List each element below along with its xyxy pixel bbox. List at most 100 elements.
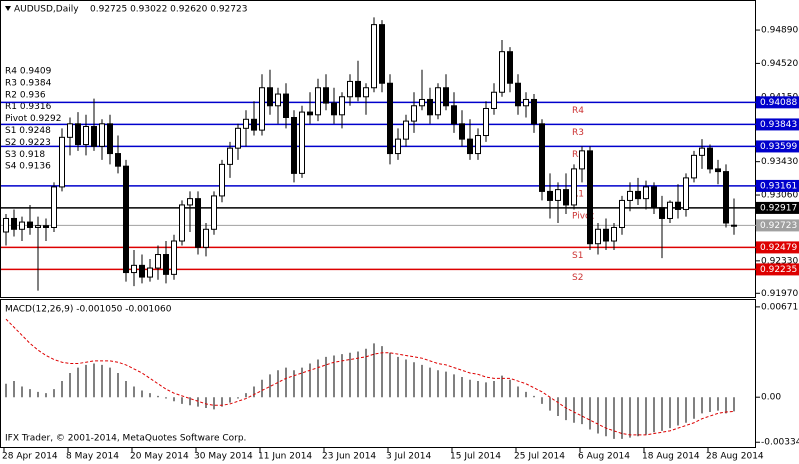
pivot-text: R4 0.9409 bbox=[5, 67, 52, 77]
bull-body bbox=[211, 195, 217, 230]
x-tick-label: 3 Jul 2014 bbox=[386, 452, 431, 462]
bear-body bbox=[427, 98, 433, 116]
bull-body bbox=[259, 87, 265, 131]
y-tick-label: 0.92330 bbox=[761, 256, 798, 266]
bull-body bbox=[611, 226, 617, 242]
macd-title: MACD(12,26,9) -0.001050 -0.001060 bbox=[5, 305, 172, 315]
bear-body bbox=[323, 87, 329, 104]
level-value: 0.94088 bbox=[760, 98, 797, 108]
pivot-text: R1 0.9316 bbox=[5, 102, 52, 112]
level-tag bbox=[756, 118, 799, 131]
bull-body bbox=[155, 254, 161, 269]
bear-body bbox=[331, 102, 337, 116]
level-tag bbox=[756, 96, 799, 109]
bull-body bbox=[3, 217, 9, 233]
x-tick-label: 28 Apr 2014 bbox=[2, 452, 58, 462]
bear-body bbox=[707, 147, 713, 170]
bull-body bbox=[571, 168, 577, 206]
y-tick-label: 0.93060 bbox=[761, 191, 798, 201]
bull-body bbox=[627, 190, 633, 201]
bid-value: 0.92723 bbox=[760, 221, 797, 231]
bear-body bbox=[547, 190, 553, 201]
x-tick-label: 8 May 2014 bbox=[66, 452, 119, 462]
bull-body bbox=[67, 123, 73, 138]
footer: IFX Trader, © 2001-2014, MetaQuotes Soft… bbox=[5, 434, 246, 444]
bull-body bbox=[99, 123, 105, 147]
bull-body bbox=[299, 111, 305, 174]
x-tick-label: 25 Jul 2014 bbox=[514, 452, 565, 462]
x-tick-label: 11 Jun 2014 bbox=[258, 452, 312, 462]
y-tick-label: 0.94890 bbox=[761, 26, 798, 36]
pivot-text: S2 0.9223 bbox=[5, 138, 51, 148]
bull-body bbox=[411, 105, 417, 122]
level-name: R4 bbox=[572, 106, 584, 116]
bear-body bbox=[123, 165, 129, 274]
bear-body bbox=[459, 123, 465, 140]
bear-body bbox=[11, 217, 17, 230]
bull-body bbox=[555, 189, 561, 201]
bear-body bbox=[291, 116, 297, 174]
level-tag bbox=[756, 140, 799, 153]
bear-body bbox=[603, 228, 609, 242]
bear-body bbox=[163, 254, 169, 275]
bull-body bbox=[523, 98, 529, 107]
bull-body bbox=[203, 228, 209, 248]
bull-body bbox=[483, 107, 489, 137]
bull-body bbox=[187, 198, 193, 206]
x-tick-label: 23 Jun 2014 bbox=[322, 452, 376, 462]
menu-arrow bbox=[5, 6, 11, 11]
bear-body bbox=[379, 24, 385, 84]
bull-body bbox=[691, 154, 697, 179]
bear-body bbox=[27, 221, 33, 228]
bull-body bbox=[315, 87, 321, 116]
bear-body bbox=[307, 111, 313, 116]
x-tick-label: 15 Jul 2014 bbox=[450, 452, 501, 462]
bear-body bbox=[587, 150, 593, 245]
bull-body bbox=[19, 221, 25, 230]
bear-body bbox=[251, 118, 257, 131]
bear-body bbox=[355, 80, 361, 98]
bear-body bbox=[139, 264, 145, 278]
bear-body bbox=[651, 186, 657, 209]
bull-body bbox=[219, 163, 225, 197]
bear-body bbox=[507, 51, 513, 84]
symbol: AUDUSD,Daily bbox=[14, 5, 79, 15]
macd-signal bbox=[5, 318, 735, 436]
bear-body bbox=[195, 198, 201, 248]
bear-body bbox=[675, 201, 681, 210]
pivot-text: S3 0.918 bbox=[5, 150, 45, 160]
bull-body bbox=[475, 135, 481, 155]
level-name: Pivot bbox=[572, 211, 595, 221]
y-tick-label: 0.94520 bbox=[761, 59, 798, 69]
bull-body bbox=[403, 120, 409, 140]
y-tick-label: 0.93430 bbox=[761, 157, 798, 167]
bull-body bbox=[243, 118, 249, 129]
bear-body bbox=[731, 224, 737, 227]
bear-body bbox=[467, 138, 473, 155]
level-tag bbox=[756, 179, 799, 192]
bull-body bbox=[579, 150, 585, 170]
level-tag bbox=[756, 263, 799, 276]
x-tick-label: 28 Aug 2014 bbox=[706, 452, 764, 462]
bull-body bbox=[499, 51, 505, 93]
bull-body bbox=[59, 136, 65, 188]
level-name: R1 bbox=[572, 189, 584, 199]
level-tag bbox=[756, 241, 799, 254]
y-tick-label: 0.91970 bbox=[761, 289, 798, 299]
bull-body bbox=[683, 177, 689, 210]
bear-body bbox=[387, 82, 393, 155]
pivot-text: R3 0.9384 bbox=[5, 78, 52, 88]
bear-body bbox=[283, 93, 289, 118]
macd-y-tick-label: 0.00 bbox=[761, 393, 781, 403]
main-panel bbox=[0, 0, 756, 298]
bear-body bbox=[43, 225, 49, 228]
level-tag bbox=[756, 201, 799, 214]
pivot-text: S4 0.9136 bbox=[5, 162, 51, 172]
bull-body bbox=[667, 201, 673, 219]
macd-y-tick-label: 0.006711 bbox=[761, 302, 799, 312]
bear-body bbox=[539, 123, 545, 192]
x-tick-label: 18 Aug 2014 bbox=[642, 452, 700, 462]
pivot-text: S1 0.9248 bbox=[5, 126, 51, 136]
x-tick-label: 20 May 2014 bbox=[130, 452, 189, 462]
bear-body bbox=[443, 87, 449, 107]
